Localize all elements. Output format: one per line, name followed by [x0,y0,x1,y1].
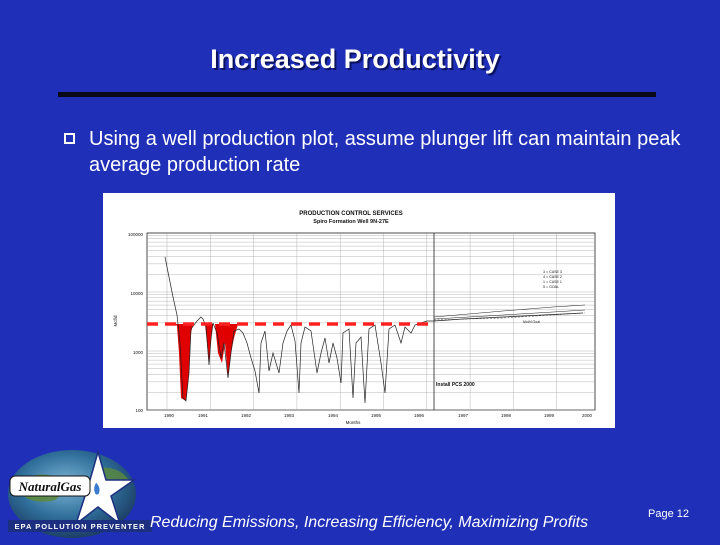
legend-item-goal: 5 = GOAL [543,285,559,289]
goal-annotation: Mcf/d Goal [523,320,540,324]
install-annotation: Install PCS 2000 [436,382,475,388]
x-tick-1998: 1998 [501,413,512,418]
chart-subtitle: Spiro Formation Well 9N-27E [313,219,389,225]
production-chart: PRODUCTION CONTROL SERVICES Spiro Format… [103,193,615,428]
flame-icon [93,481,101,496]
projection-line-a [433,309,586,320]
x-tick-1999: 1999 [544,413,555,418]
x-tick-1992: 1992 [241,413,252,418]
legend-item-case1: 1 = CASE 1 [543,280,562,284]
y-tick-1000: 1000 [133,350,144,355]
x-tick-1991: 1991 [198,413,209,418]
footer-tagline: Reducing Emissions, Increasing Efficienc… [150,514,589,531]
page-number: Page 12 [648,508,689,520]
legend-item-case2: 4 = CASE 2 [543,275,562,279]
x-tick-1995: 1995 [371,413,382,418]
y-tick-10000: 10000 [130,291,143,296]
title-rule [58,92,656,97]
chart-title: PRODUCTION CONTROL SERVICES [299,211,402,217]
logo-tagline: EPA POLLUTION PREVENTER [15,522,146,531]
natural-gas-star-logo: NaturalGas EPA POLLUTION PREVENTER [0,449,152,540]
legend-item-case3: 3 = CASE 3 [543,270,562,274]
x-tick-1990: 1990 [164,413,175,418]
y-tick-100000: 100000 [128,232,144,237]
production-deficit-fill [175,324,238,401]
x-tick-1993: 1993 [284,413,295,418]
logo-banner [9,475,91,497]
logo-text: NaturalGas [18,479,82,494]
slide-title: Increased Productivity [210,44,500,74]
x-tick-1994: 1994 [328,413,339,418]
y-tick-100: 100 [135,408,143,413]
projection-line-b [433,304,586,318]
x-tick-1997: 1997 [458,413,469,418]
x-axis-label: Months [346,420,362,425]
x-tick-2000: 2000 [582,413,593,418]
bullet-text: Using a well production plot, assume plu… [89,128,681,176]
tagline-bar [8,520,152,532]
x-tick-1996: 1996 [414,413,425,418]
y-axis-label: Mcf/d [113,315,118,326]
bullet-checkbox-icon [64,133,75,144]
